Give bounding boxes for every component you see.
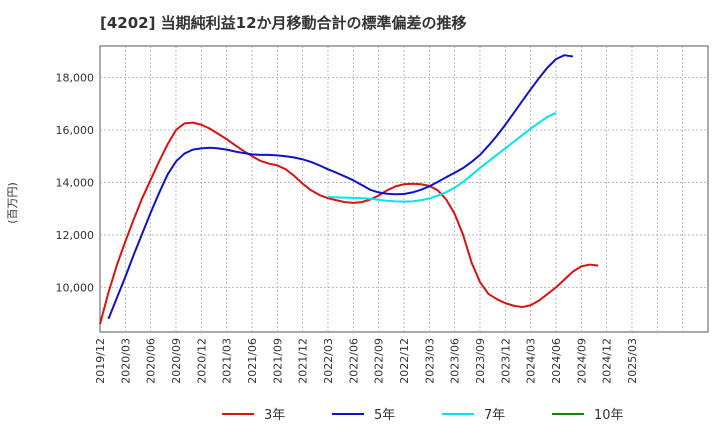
series-line-3年: [99, 121, 599, 325]
x-tick-label: 2022/06: [347, 338, 360, 384]
x-tick-label: 2023/12: [499, 338, 512, 384]
x-tick-label: 2021/03: [221, 338, 234, 384]
y-tick-label: 10,000: [56, 281, 95, 294]
x-tick-label: 2023/06: [449, 338, 462, 384]
legend-label: 3年: [264, 408, 285, 423]
x-tick-label: 2024/06: [550, 338, 563, 384]
x-tick-label: 2021/06: [246, 338, 259, 384]
series-lines: [99, 54, 599, 325]
plot-area: [99, 45, 709, 333]
legend-label: 10年: [594, 408, 624, 423]
x-tick-label: 2024/09: [575, 338, 588, 384]
x-tick-label: 2020/12: [195, 338, 208, 384]
x-tick-label: 2020/06: [145, 338, 158, 384]
x-tick-label: 2022/03: [322, 338, 335, 384]
x-tick-label: 2020/09: [170, 338, 183, 384]
x-tick-label: 2021/12: [297, 338, 310, 384]
legend-label: 5年: [374, 408, 395, 423]
y-axis-ticks: 10,000 12,000 14,000 16,000 18,000: [56, 71, 95, 294]
x-tick-label: 2021/09: [271, 338, 284, 384]
x-tick-label: 2022/12: [398, 338, 411, 384]
x-tick-label: 2022/09: [373, 338, 386, 384]
grid-lines: [100, 46, 708, 332]
x-tick-label: 2024/03: [525, 338, 538, 384]
series-line-5年: [107, 54, 574, 320]
x-tick-label: 2023/09: [474, 338, 487, 384]
legend-label: 7年: [484, 408, 505, 423]
x-tick-label: 2025/03: [626, 338, 639, 384]
x-tick-label: 2024/12: [601, 338, 614, 384]
chart-title: [4202] 当期純利益12か月移動合計の標準偏差の推移: [100, 14, 467, 32]
plot-frame: [99, 45, 709, 333]
y-axis-label: (百万円): [6, 182, 19, 224]
y-tick-label: 14,000: [56, 176, 95, 189]
y-tick-label: 16,000: [56, 124, 95, 137]
legend: 3年 5年 7年 10年: [222, 408, 624, 423]
x-axis-ticks: 2019/12 2020/03 2020/06 2020/09 2020/12 2021/…: [94, 338, 639, 384]
y-tick-label: 12,000: [56, 229, 95, 242]
x-tick-label: 2020/03: [119, 338, 132, 384]
x-tick-label: 2023/03: [423, 338, 436, 384]
x-tick-label: 2019/12: [94, 338, 107, 384]
series-line-7年: [327, 112, 557, 203]
y-tick-label: 18,000: [56, 71, 95, 84]
